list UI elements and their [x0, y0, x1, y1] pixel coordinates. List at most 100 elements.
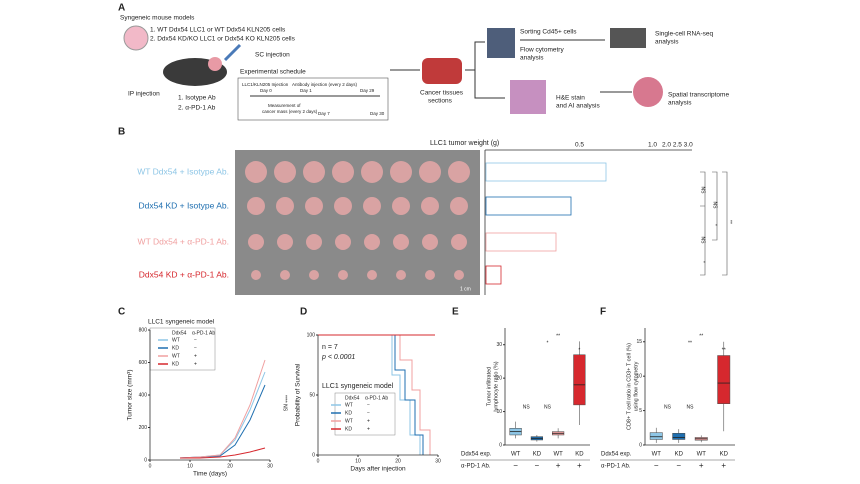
title: LLC1 syngeneic model	[322, 383, 394, 390]
tumor	[390, 161, 412, 183]
tumor	[251, 270, 261, 280]
text: n = 7	[322, 344, 338, 351]
group-label: KD	[533, 452, 542, 458]
tumor	[280, 270, 290, 280]
y-tick-label: 15	[636, 339, 642, 345]
x-tick-label: 30	[267, 463, 273, 469]
sig-label: *	[547, 340, 549, 346]
text: IP injection	[128, 91, 160, 98]
text: 1. WT Ddx54 LLC1 or WT Ddx54 KLN205 cell…	[150, 27, 286, 34]
text: SC injection	[255, 52, 290, 59]
survival-line	[318, 334, 424, 455]
he-slide	[510, 80, 546, 114]
bar	[485, 232, 557, 252]
x-tick-label: 0	[149, 463, 152, 469]
text: 2. α-PD-1 Ab	[178, 105, 216, 112]
y-axis-label: lymphocyte ratio (%)	[493, 361, 499, 411]
text: p < 0.0001	[321, 354, 355, 361]
tumor	[309, 270, 319, 280]
text: H&E stain	[556, 95, 585, 102]
tumor	[393, 234, 409, 250]
growth-line	[180, 447, 266, 459]
row-label: α-PD-1 Ab.	[461, 464, 491, 470]
legend-label: KD	[345, 426, 352, 432]
ab-label: +	[699, 461, 704, 470]
text: Experimental schedule	[240, 69, 306, 76]
legend-label: WT	[345, 418, 353, 424]
panel-label: D	[300, 307, 307, 318]
sig-label: NS	[523, 404, 531, 410]
arrow	[465, 41, 505, 99]
y-tick-label: 50	[309, 392, 315, 398]
group-label: WT Ddx54 + Isotype Ab.	[137, 166, 229, 176]
tumor	[450, 197, 468, 215]
sig-label: **	[727, 220, 733, 224]
sig-label: **	[722, 347, 726, 353]
panel-a: A Syngeneic mouse models 1. WT Ddx54 LLC…	[118, 3, 729, 121]
group-label: KD	[675, 452, 684, 458]
group-label: KD	[575, 452, 584, 458]
row-label: α-PD-1 Ab.	[601, 464, 631, 470]
chart-title: LLC1 tumor weight (g)	[430, 140, 499, 147]
legend-label: KD	[345, 410, 352, 416]
tumor	[335, 234, 351, 250]
text: analysis	[655, 39, 679, 46]
panel-e: E	[452, 307, 459, 318]
y-tick-label: 20	[496, 375, 502, 381]
group-label: WT Ddx54 + α-PD-1 Ab.	[138, 236, 229, 246]
text: Sorting Cd45+ cells	[520, 29, 577, 36]
legend-label: WT	[345, 402, 353, 408]
ab-label: +	[577, 461, 582, 470]
tumor	[425, 270, 435, 280]
panel-label: A	[118, 3, 125, 14]
group-label: WT	[553, 452, 563, 458]
y-axis-label: using flow cytometry	[633, 361, 639, 411]
x-tick-label: 20	[395, 458, 401, 464]
y-tick-label: 10	[636, 374, 642, 380]
x-axis-label: Time (days)	[193, 471, 227, 478]
tumor	[392, 197, 410, 215]
text: Single-cell RNA-seq	[655, 31, 714, 38]
legend-header: α-PD-1 Ab	[365, 395, 388, 401]
y-axis-label: Tumor infiltrated	[486, 367, 492, 407]
sig-bracket	[700, 171, 728, 276]
text: analysis	[520, 55, 544, 62]
y-tick-label: 0	[639, 442, 642, 448]
flow-cytometer	[487, 28, 515, 58]
tumor	[448, 161, 470, 183]
legend-label: WT	[172, 337, 180, 343]
x-tick-label: 0	[317, 458, 320, 464]
text: LLC1/KLN205 Injection	[242, 82, 289, 87]
legend-label: KD	[172, 345, 179, 351]
survival-line	[318, 334, 431, 455]
tumor	[332, 161, 354, 183]
tumor	[396, 270, 406, 280]
text: Day 1	[300, 88, 312, 93]
tick-label: 1.0	[648, 142, 657, 149]
legend-header: Ddx54	[172, 330, 187, 336]
legend-label: +	[194, 353, 197, 359]
y-tick-label: 0	[144, 457, 147, 463]
ab-label: −	[535, 461, 540, 470]
sig-label: **	[556, 333, 560, 339]
sig-label: NS	[712, 202, 718, 210]
legend-label: +	[367, 426, 370, 432]
tumor	[421, 197, 439, 215]
sig-label: NS	[687, 404, 695, 410]
ab-label: −	[513, 461, 518, 470]
x-tick-label: 10	[187, 463, 193, 469]
tumor	[363, 197, 381, 215]
sequencer	[610, 28, 646, 48]
box	[717, 355, 731, 404]
panel-label: B	[118, 127, 125, 138]
box	[649, 432, 663, 440]
legend-label: −	[194, 345, 197, 351]
panel-d: D n = 7 p < 0.0001 LLC1 syngeneic model …	[300, 307, 435, 455]
spatial-spot	[633, 77, 663, 107]
row-label: Ddx54 exp.	[461, 452, 492, 458]
tumor	[306, 234, 322, 250]
panel-f: F	[600, 307, 606, 318]
text: cancer mass (every 2 days)	[262, 109, 318, 114]
x-tick-label: 10	[355, 458, 361, 464]
tumor	[364, 234, 380, 250]
